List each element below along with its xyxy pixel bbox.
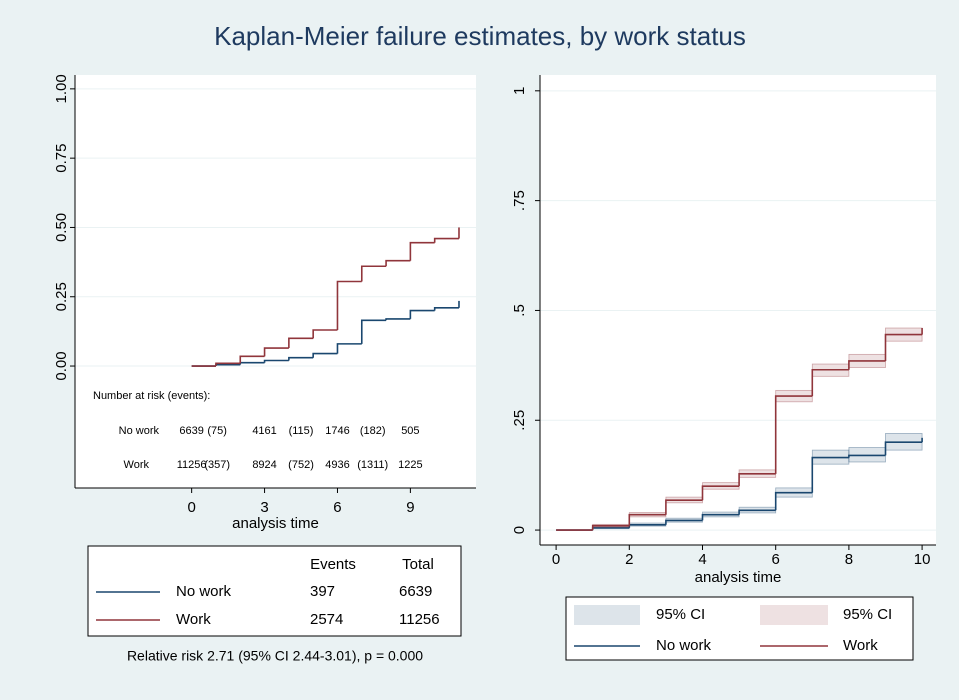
step-line (774, 491, 813, 511)
step-line (360, 319, 387, 344)
note: Relative risk 2.71 (95% CI 2.44-3.01), p… (127, 648, 423, 664)
y-tick-label: 0.50 (53, 213, 70, 242)
y-tick-label: .5 (511, 304, 528, 317)
risk-cell: (115) (289, 425, 314, 437)
step-line (701, 513, 740, 521)
step-line (409, 241, 435, 261)
legend-label: 95% CI (656, 606, 705, 623)
step-line (312, 329, 338, 339)
step-line (848, 454, 886, 458)
step-line (409, 309, 435, 319)
step-line (591, 524, 630, 531)
legend-label: No work (656, 637, 712, 654)
risk-cell: (1311) (357, 459, 388, 471)
step-line (215, 362, 241, 367)
legend-swatch (574, 605, 640, 625)
x-axis-title: analysis time (232, 515, 319, 532)
plot-area (75, 75, 476, 488)
total: 11256 (399, 611, 440, 628)
legend (565, 596, 914, 661)
y-tick-label: .75 (511, 190, 528, 211)
legend-label: No work (176, 583, 232, 600)
y-tick-label: 0.75 (53, 144, 70, 173)
table-header: Total (402, 556, 434, 573)
step-line (433, 237, 459, 243)
y-tick-label: .25 (511, 410, 528, 431)
step-line (811, 368, 849, 397)
x-tick-label: 8 (845, 551, 853, 568)
risk-cell: 505 (401, 425, 419, 437)
risk-cell: 1746 (325, 425, 349, 437)
legend-swatch (760, 605, 828, 625)
step-line (774, 395, 813, 474)
step-line (336, 280, 362, 331)
x-axis-title: analysis time (695, 569, 782, 586)
step-line (312, 352, 338, 358)
table-header: Events (310, 556, 356, 573)
y-tick-label: 1.00 (53, 74, 70, 103)
step-line (239, 355, 265, 364)
step-line (701, 485, 740, 501)
legend-label: Work (176, 611, 211, 628)
risk-cell: (357) (204, 459, 230, 471)
x-tick-label: 3 (260, 499, 268, 516)
risk-cell: (75) (207, 425, 227, 437)
step-line (288, 337, 314, 349)
step-line (884, 333, 923, 361)
x-tick-label: 9 (406, 499, 414, 516)
step-line (628, 513, 666, 526)
step-line (811, 456, 849, 493)
x-tick-label: 6 (772, 551, 780, 568)
x-tick-label: 6 (333, 499, 341, 516)
legend-label: Work (843, 637, 878, 654)
risk-cell: (752) (288, 459, 314, 471)
risk-cell: 11256 (177, 459, 207, 471)
events: 397 (310, 583, 335, 600)
step-line (884, 441, 923, 456)
step-line (288, 356, 314, 361)
y-tick-label: 0 (511, 526, 528, 534)
step-line (665, 499, 703, 515)
y-tick-label: 1 (511, 87, 528, 95)
risk-cell: 1225 (398, 459, 422, 471)
risk-cell: (182) (360, 425, 386, 437)
risk-cell: 4936 (325, 459, 349, 471)
risk-row-label: No work (119, 425, 160, 437)
risk-cell: 6639 (179, 425, 203, 437)
legend-label: 95% CI (843, 606, 892, 623)
step-line (738, 473, 776, 487)
x-tick-label: 4 (698, 551, 706, 568)
risk-cell: 4161 (252, 425, 276, 437)
step-line (738, 509, 776, 515)
risk-row-label: Work (124, 459, 150, 471)
risk-cell: 8924 (252, 459, 276, 471)
total: 6639 (399, 583, 432, 600)
step-line (263, 347, 289, 357)
legend (87, 545, 462, 637)
step-line (433, 307, 459, 311)
events: 2574 (310, 611, 343, 628)
x-tick-label: 0 (552, 551, 560, 568)
step-line (385, 259, 411, 267)
y-tick-label: 0.25 (53, 282, 70, 311)
step-line (336, 343, 362, 354)
title: Kaplan-Meier failure estimates, by work … (214, 21, 746, 51)
risk-table-title: Number at risk (events): (93, 390, 210, 402)
x-tick-label: 2 (625, 551, 633, 568)
step-line (848, 360, 886, 370)
step-line (263, 359, 289, 363)
x-tick-label: 0 (187, 499, 195, 516)
step-line (665, 519, 703, 525)
step-line (385, 318, 411, 321)
x-tick-label: 10 (914, 551, 931, 568)
y-tick-label: 0.00 (53, 351, 70, 380)
step-line (360, 265, 387, 282)
